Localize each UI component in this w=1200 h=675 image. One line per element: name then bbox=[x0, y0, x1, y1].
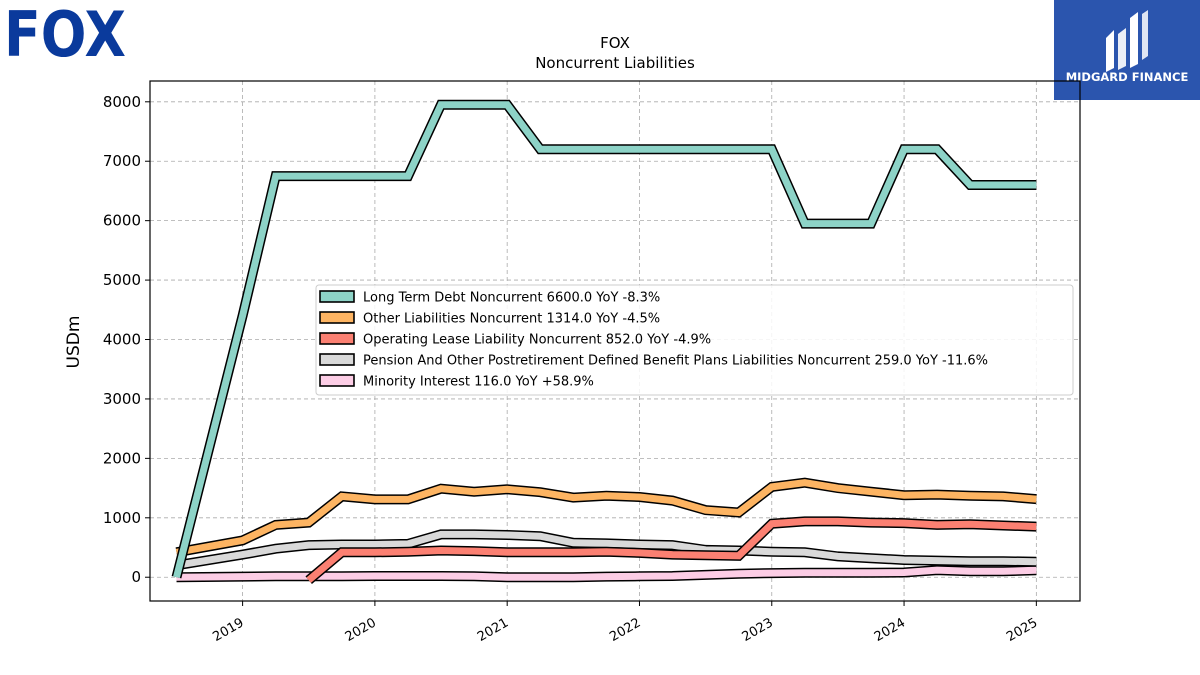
legend-entry-long-term-debt-noncurrent: Long Term Debt Noncurrent 6600.0 YoY -8.… bbox=[363, 291, 660, 306]
legend-swatch-operating-lease-liability-noncurrent bbox=[319, 332, 355, 345]
y-tick-label: 0 bbox=[131, 568, 141, 586]
y-tick-label: 6000 bbox=[103, 212, 141, 230]
midgard-finance-logo-graphic: MIDGARD FINANCE bbox=[1066, 10, 1189, 84]
legend-entry-minority-interest: Minority Interest 116.0 YoY +58.9% bbox=[363, 375, 594, 390]
legend: Long Term Debt Noncurrent 6600.0 YoY -8.… bbox=[315, 284, 1074, 396]
x-tick-label: 2021 bbox=[475, 615, 511, 645]
fox-logo: FOX bbox=[4, 0, 128, 71]
legend-swatch-other-liabilities-noncurrent bbox=[319, 311, 355, 324]
chart-subtitle: Noncurrent Liabilities bbox=[535, 54, 695, 72]
series-line-pension-and-other-postretirement-defined-benefit-plans-liabilities-noncurrent bbox=[175, 530, 1037, 569]
y-axis-label: USDm bbox=[64, 316, 84, 369]
legend-swatch-pension-and-other-postretirement-defined-benefit-plans-liabilities-noncurrent bbox=[319, 353, 355, 366]
chart-title: FOX bbox=[600, 34, 630, 52]
series-line-minority-interest bbox=[176, 566, 1037, 581]
y-tick-label: 2000 bbox=[103, 449, 141, 467]
y-tick-label: 1000 bbox=[103, 509, 141, 527]
legend-swatch-long-term-debt-noncurrent bbox=[319, 290, 355, 303]
x-tick-label: 2024 bbox=[872, 615, 908, 645]
midgard-finance-logo: MIDGARD FINANCE bbox=[1054, 0, 1200, 100]
y-tick-label: 8000 bbox=[103, 93, 141, 111]
y-tick-label: 7000 bbox=[103, 152, 141, 170]
legend-entry-operating-lease-liability-noncurrent: Operating Lease Liability Noncurrent 852… bbox=[363, 333, 711, 348]
x-tick-label: 2019 bbox=[210, 615, 246, 645]
series-layer bbox=[171, 99, 1037, 585]
legend-entry-other-liabilities-noncurrent: Other Liabilities Noncurrent 1314.0 YoY … bbox=[363, 312, 660, 327]
x-tick-label: 2022 bbox=[607, 615, 643, 645]
midgard-emblem-icon bbox=[1106, 10, 1148, 72]
y-tick-label: 4000 bbox=[103, 331, 141, 349]
legend-swatch-minority-interest bbox=[319, 374, 355, 387]
x-tick-label: 2025 bbox=[1004, 615, 1040, 645]
series-line-long-term-debt-noncurrent bbox=[173, 101, 1037, 579]
series-line-other-liabilities-noncurrent bbox=[175, 479, 1037, 556]
y-tick-label: 3000 bbox=[103, 390, 141, 408]
fox-logo-graphic: FOX bbox=[4, 0, 126, 71]
y-axis-ticks: 0 1000 2000 3000 4000 5000 6000 7000 8000 bbox=[103, 93, 150, 586]
x-axis-ticks: 2019 2020 2021 2022 2023 2024 2025 bbox=[210, 601, 1040, 645]
y-tick-label: 5000 bbox=[103, 271, 141, 289]
legend-box bbox=[315, 284, 1074, 396]
fox-logo-text: FOX bbox=[4, 2, 126, 60]
plot-frame bbox=[149, 80, 1081, 602]
series-line-operating-lease-liability-noncurrent bbox=[306, 517, 1037, 583]
x-tick-label: 2020 bbox=[343, 615, 379, 645]
x-tick-label: 2023 bbox=[740, 615, 776, 645]
midgard-logo-text: MIDGARD FINANCE bbox=[1066, 70, 1189, 84]
legend-entry-pension-and-other-postretirement-defined-benefit-plans-liabilities-noncurrent: Pension And Other Postretirement Defined… bbox=[363, 354, 988, 369]
